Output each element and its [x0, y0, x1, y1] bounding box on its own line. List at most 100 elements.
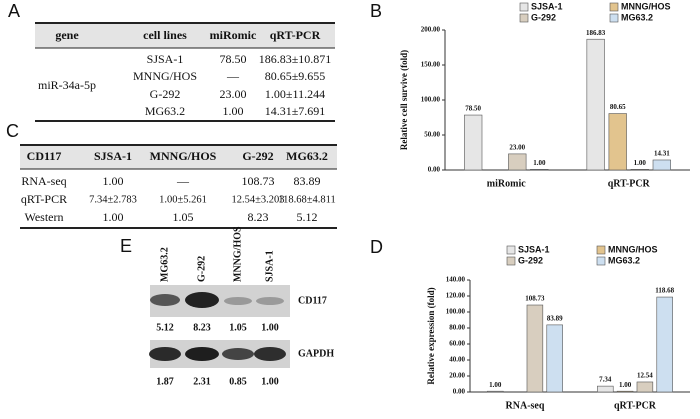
x-tick-label: RNA-seq — [506, 400, 545, 411]
panel-label: B — [370, 1, 382, 21]
y-tick-label: 140.00 — [446, 276, 466, 284]
table-cell: 1.00 — [223, 104, 244, 118]
y-tick-label: 100.00 — [421, 96, 441, 104]
table-header-bg — [35, 24, 335, 48]
table-header-bg — [20, 146, 337, 169]
bar — [608, 113, 627, 171]
bar — [526, 304, 544, 393]
lane-label: MNNG/HOS — [232, 226, 243, 282]
value-label: 186.83 — [586, 29, 606, 37]
table-cell: miR-34a-5p — [38, 78, 96, 92]
y-tick-label: 60.00 — [449, 340, 465, 348]
table-cell: 1.00 — [103, 174, 124, 188]
blot-value: 1.87 — [156, 376, 174, 387]
panel-label: A — [8, 1, 20, 21]
blot-value: 2.31 — [193, 376, 211, 387]
y-tick-label: 50.00 — [424, 131, 440, 139]
lane-label: MG63.2 — [159, 247, 170, 282]
value-label: 83.89 — [547, 314, 563, 322]
legend-swatch — [519, 13, 529, 23]
blot-value: 1.00 — [261, 376, 279, 387]
bar — [616, 390, 634, 393]
legend-label: SJSA-1 — [518, 244, 550, 254]
table-header: qRT-PCR — [270, 28, 321, 42]
legend-swatch — [609, 13, 619, 23]
table-header: MNNG/HOS — [150, 149, 217, 163]
blot-band — [185, 292, 219, 308]
legend-label: MG63.2 — [608, 255, 640, 265]
table-cell: 78.50 — [220, 52, 247, 66]
blot-band — [224, 297, 252, 305]
y-tick-label: 150.00 — [421, 61, 441, 69]
bar — [636, 381, 654, 393]
blot-band — [185, 347, 219, 361]
x-tick-label: miRomic — [487, 178, 526, 189]
table-cell: 1.00 — [103, 210, 124, 224]
table-cell: 14.31±7.691 — [265, 104, 326, 118]
value-label: 80.65 — [610, 103, 626, 111]
x-tick-label: qRT-PCR — [614, 400, 657, 411]
value-label: 7.34 — [599, 376, 612, 384]
y-tick-label: 100.00 — [446, 308, 466, 316]
table-cell: 8.23 — [248, 210, 269, 224]
panel-label: C — [6, 121, 19, 141]
table-cell: qRT-PCR — [21, 192, 67, 206]
table-cell: RNA-seq — [21, 174, 66, 188]
table-cell: — — [176, 174, 190, 188]
value-label: 78.50 — [465, 105, 481, 113]
legend-label: MG63.2 — [621, 12, 653, 22]
legend-label: G-292 — [531, 12, 556, 22]
table-cell: 12.54±3.203 — [231, 194, 284, 205]
blot-name: GAPDH — [298, 348, 334, 359]
table-cell: — — [226, 69, 240, 83]
bar — [530, 169, 549, 171]
table-cell: MNNG/HOS — [133, 69, 197, 83]
legend-swatch — [596, 256, 606, 266]
bar — [630, 169, 649, 171]
legend-swatch — [596, 245, 606, 255]
table-cell: 1.00±11.244 — [265, 87, 325, 101]
blot-value: 0.85 — [229, 376, 247, 387]
legend-swatch — [506, 256, 516, 266]
table-cell: MG63.2 — [145, 104, 185, 118]
table-cell: SJSA-1 — [147, 52, 184, 66]
bar — [586, 38, 605, 171]
value-label: 1.00 — [634, 159, 647, 167]
table-cell: Western — [24, 210, 63, 224]
lane-label: G-292 — [196, 256, 207, 282]
table-cell: 118.68±4.811 — [278, 194, 335, 205]
bar — [546, 324, 563, 393]
value-label: 1.00 — [619, 381, 632, 389]
legend-label: G-292 — [518, 255, 543, 265]
table-cell: 1.05 — [173, 210, 194, 224]
y-tick-label: 20.00 — [449, 372, 465, 380]
blot-band — [150, 294, 180, 306]
value-label: 14.31 — [654, 150, 670, 158]
y-tick-label: 0.00 — [453, 388, 466, 396]
legend-swatch — [506, 245, 516, 255]
bar — [656, 296, 673, 393]
y-axis-label: Relative expression (fold) — [426, 287, 436, 384]
blot-band — [256, 297, 284, 305]
blot-value: 1.00 — [261, 322, 279, 333]
y-tick-label: 0.00 — [428, 166, 441, 174]
table-cell: 80.65±9.655 — [265, 69, 326, 83]
bar — [508, 153, 527, 171]
value-label: 23.00 — [509, 144, 525, 152]
table-header: miRomic — [210, 28, 257, 42]
y-tick-label: 120.00 — [446, 292, 466, 300]
table-cell: 1.00±5.261 — [159, 194, 207, 205]
table-cell: G-292 — [150, 87, 181, 101]
table-header: gene — [55, 28, 79, 42]
table-cell: 108.73 — [242, 174, 275, 188]
blot-value: 1.05 — [229, 322, 247, 333]
blot-band — [222, 348, 254, 360]
panel-label: E — [120, 236, 132, 256]
bar — [652, 159, 671, 171]
blot-band — [149, 347, 181, 361]
bar — [597, 385, 614, 393]
legend-label: SJSA-1 — [531, 1, 563, 11]
legend-label: MNNG/HOS — [621, 1, 671, 11]
y-tick-label: 200.00 — [421, 26, 441, 34]
